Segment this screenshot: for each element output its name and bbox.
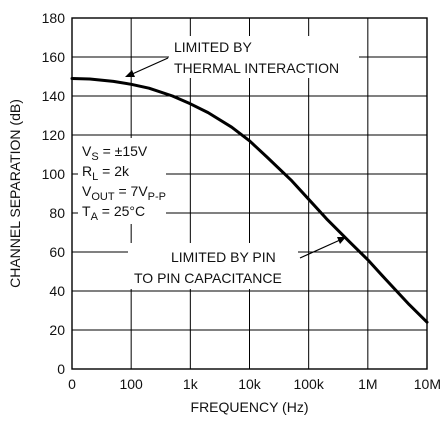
y-tick-label: 0 xyxy=(57,361,65,377)
x-tick-label: 1k xyxy=(183,376,199,392)
y-tick-label: 160 xyxy=(42,49,66,65)
annotation-thermal-line2: THERMAL INTERACTION xyxy=(174,60,339,76)
annotation-pin-arrowhead xyxy=(337,237,346,244)
condition-line: TA = 25°C xyxy=(82,203,145,223)
y-tick-label: 40 xyxy=(49,283,65,299)
annotation-pin-line2: TO PIN CAPACITANCE xyxy=(134,270,282,286)
annotation-thermal-arrowhead xyxy=(125,70,135,77)
channel-separation-curve xyxy=(70,77,429,324)
x-tick-label: 100k xyxy=(293,376,324,392)
annotation-pin-arrow xyxy=(299,239,341,259)
condition-line: RL = 2k xyxy=(82,163,130,183)
x-tick-label: 10k xyxy=(238,376,262,392)
x-tick-label: 0 xyxy=(68,376,76,392)
x-tick-label: 10M xyxy=(414,376,441,392)
annotation-bg-pin xyxy=(128,243,298,289)
annotation-bg-thermal xyxy=(169,36,359,78)
x-tick-label: 1M xyxy=(358,376,377,392)
y-tick-label: 180 xyxy=(42,10,66,26)
condition-line: VOUT = 7VP-P xyxy=(82,183,166,203)
y-tick-label: 120 xyxy=(42,127,66,143)
x-tick-label: 100 xyxy=(119,376,143,392)
conditions-bg xyxy=(78,138,166,224)
y-tick-label: 80 xyxy=(49,205,65,221)
annotation-thermal-line1: LIMITED BY xyxy=(174,39,252,55)
y-tick-label: 60 xyxy=(49,244,65,260)
y-tick-label: 100 xyxy=(42,166,66,182)
y-tick-labels: 0 20 40 60 80 100 120 140 160 180 xyxy=(42,10,66,377)
x-tick-labels: 0 100 1k 10k 100k 1M 10M xyxy=(68,376,441,392)
y-tick-label: 20 xyxy=(49,322,65,338)
annotation-pin-line1: LIMITED BY PIN xyxy=(171,249,276,265)
x-axis-label: FREQUENCY (Hz) xyxy=(191,399,309,415)
annotation-thermal-arrow xyxy=(129,57,169,76)
condition-line: VS = ±15V xyxy=(82,143,148,163)
y-axis-label: CHANNEL SEPARATION (dB) xyxy=(7,99,23,288)
y-tick-label: 140 xyxy=(42,88,66,104)
plot-frame xyxy=(71,17,428,370)
